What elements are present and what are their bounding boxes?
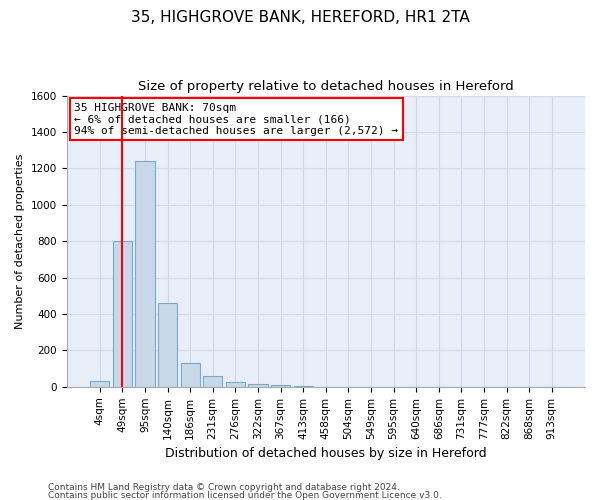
Bar	[248, 384, 268, 387]
Text: Contains HM Land Registry data © Crown copyright and database right 2024.: Contains HM Land Registry data © Crown c…	[48, 484, 400, 492]
X-axis label: Distribution of detached houses by size in Hereford: Distribution of detached houses by size …	[165, 447, 487, 460]
Text: 35, HIGHGROVE BANK, HEREFORD, HR1 2TA: 35, HIGHGROVE BANK, HEREFORD, HR1 2TA	[131, 10, 469, 25]
Bar	[226, 382, 245, 387]
Bar	[136, 161, 155, 387]
Text: Contains public sector information licensed under the Open Government Licence v3: Contains public sector information licen…	[48, 490, 442, 500]
Text: 35 HIGHGROVE BANK: 70sqm
← 6% of detached houses are smaller (166)
94% of semi-d: 35 HIGHGROVE BANK: 70sqm ← 6% of detache…	[74, 103, 398, 136]
Title: Size of property relative to detached houses in Hereford: Size of property relative to detached ho…	[138, 80, 514, 93]
Bar	[271, 385, 290, 387]
Bar	[90, 382, 109, 387]
Bar	[181, 363, 200, 387]
Bar	[158, 303, 177, 387]
Y-axis label: Number of detached properties: Number of detached properties	[15, 154, 25, 329]
Bar	[293, 386, 313, 387]
Bar	[203, 376, 223, 387]
Bar	[113, 241, 132, 387]
